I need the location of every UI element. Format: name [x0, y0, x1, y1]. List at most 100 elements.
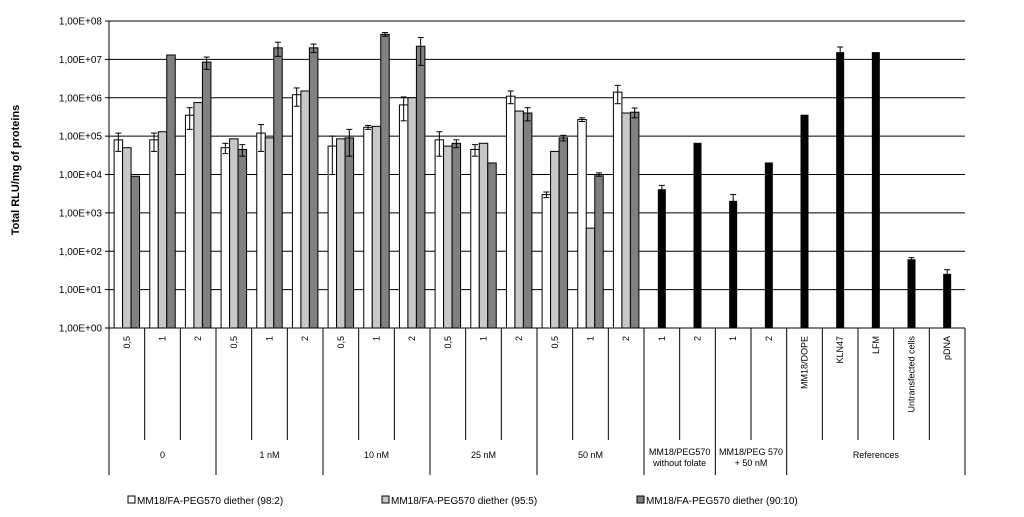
category-label: 2 [514, 336, 524, 341]
bar [291, 94, 302, 329]
bar [594, 174, 604, 329]
category-label: LFM [871, 336, 881, 354]
bar [487, 162, 497, 329]
category-label: 2 [407, 336, 417, 341]
bar [478, 142, 489, 329]
bar [166, 54, 176, 329]
bar [264, 137, 275, 329]
category-label: pDNA [942, 336, 952, 360]
group-label-line: without folate [652, 458, 706, 468]
bar [550, 150, 560, 329]
category-label: 2 [693, 336, 703, 341]
y-axis-label: Total RLU/mg of proteins [10, 105, 22, 236]
bar [149, 139, 159, 329]
bar [522, 112, 533, 329]
category-label: 0,5 [229, 336, 239, 349]
bar [220, 147, 231, 329]
category-label: 0,5 [122, 336, 132, 349]
legend: MM18/FA-PEG570 diether (98:2) MM18/FA-PEG… [127, 495, 798, 507]
bar [434, 139, 445, 329]
bar [577, 119, 587, 329]
group-label: 25 nM [471, 450, 496, 460]
category-label: 1 [479, 336, 489, 341]
bar [193, 102, 203, 329]
group-label: References [853, 450, 900, 460]
category-label: 2 [193, 336, 203, 341]
bar [541, 194, 552, 329]
y-tick-label: 1,00E+05 [59, 132, 103, 143]
legend-swatch [127, 495, 136, 504]
legend-label: MM18/FA-PEG570 diether (95:5) [391, 496, 537, 507]
bar [113, 139, 124, 329]
bar [184, 114, 195, 329]
bar [505, 95, 516, 329]
y-tick-label: 1,00E+06 [59, 93, 103, 104]
legend-swatch [636, 495, 645, 504]
bar [871, 52, 880, 329]
bar [943, 273, 952, 329]
category-label: 2 [300, 336, 310, 341]
bar [629, 111, 640, 329]
y-tick-label: 1,00E+04 [59, 170, 103, 181]
y-tick-label: 1,00E+07 [59, 55, 103, 66]
category-label: 1 [372, 336, 382, 341]
bar [130, 175, 141, 329]
y-tick-label: 1,00E+02 [59, 247, 103, 258]
category-label: Untransfected cells [907, 336, 917, 413]
category-label: 2 [764, 336, 774, 341]
y-tick-label: 1,00E+00 [59, 324, 103, 335]
bar [273, 47, 283, 329]
bar [407, 97, 417, 329]
bar [336, 138, 346, 329]
x-axis: 0,5 1 2 0,5 1 2 0,5 1 2 0,5 1 2 0,5 1 2 1 2 1 2 MM18/DOPE KL… [108, 327, 966, 475]
category-label: 1 [265, 336, 275, 341]
bar [470, 148, 480, 329]
bar [612, 91, 623, 329]
bar [308, 47, 319, 329]
bar [558, 137, 569, 329]
bar [585, 227, 596, 329]
bar [729, 200, 738, 329]
group-label-line: MM18/PEG 570 [719, 447, 783, 457]
bar [621, 112, 631, 329]
bar [443, 145, 453, 329]
group-label: 50 nM [578, 450, 603, 460]
category-label: MM18/DOPE [800, 336, 810, 389]
category-label: 1 [158, 336, 168, 341]
bar [907, 259, 916, 329]
group-label: 1 nM [259, 450, 279, 460]
category-label: 1 [657, 336, 667, 341]
bar [764, 162, 773, 329]
bar [380, 33, 390, 329]
bar [237, 148, 248, 329]
bar [451, 142, 462, 329]
legend-label: MM18/FA-PEG570 diether (98:2) [137, 496, 283, 507]
bar [693, 142, 702, 329]
group-label: 10 nM [364, 450, 389, 460]
legend-swatch [381, 495, 390, 504]
category-label: 2 [621, 336, 631, 341]
category-label: 0,5 [443, 336, 453, 349]
bar [415, 45, 426, 329]
group-label-line: MM18/PEG570 [649, 447, 711, 457]
bar [229, 138, 239, 329]
bar [363, 126, 373, 329]
bar [657, 189, 666, 329]
category-label: 1 [586, 336, 596, 341]
bar [344, 137, 355, 329]
y-tick-label: 1,00E+01 [59, 285, 103, 296]
bar [398, 104, 409, 329]
bar [836, 52, 845, 329]
bar [371, 125, 382, 329]
bar [514, 110, 524, 329]
bar [122, 147, 132, 329]
group-label-line: + 50 nM [735, 458, 768, 468]
bar [256, 132, 266, 329]
y-tick-label: 1,00E+03 [59, 208, 103, 219]
y-axis: 1,00E+00 1,00E+01 1,00E+02 1,00E+03 1,00E+04… [59, 17, 110, 335]
y-tick-label: 1,00E+08 [59, 17, 103, 28]
category-label: KLN47 [835, 336, 845, 364]
category-label: 0,5 [336, 336, 346, 349]
bar [201, 61, 212, 329]
